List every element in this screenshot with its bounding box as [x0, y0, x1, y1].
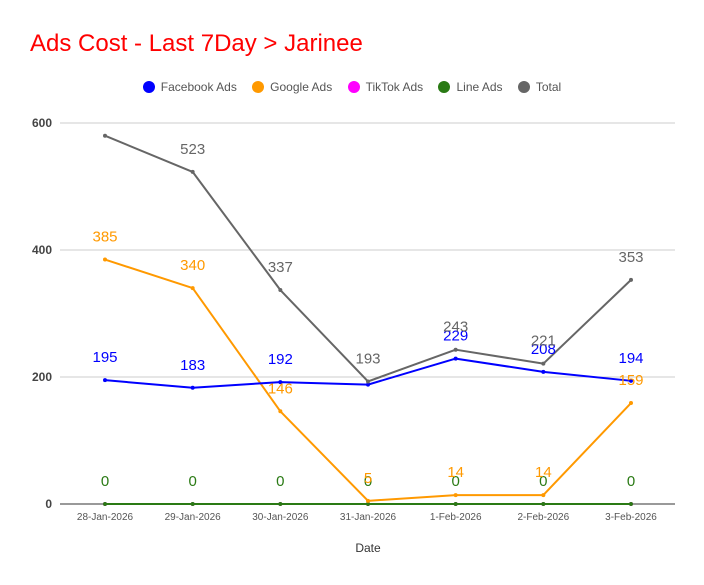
data-label: 0 — [276, 473, 284, 490]
data-point — [278, 288, 283, 293]
data-label: 0 — [188, 473, 196, 490]
data-point — [541, 369, 546, 374]
y-axis-ticks: 0 200 400 600 — [32, 116, 52, 511]
data-point — [541, 361, 546, 366]
x-axis-label: Date — [355, 541, 381, 555]
data-point — [453, 356, 458, 361]
x-axis-ticks: 28-Jan-2026 29-Jan-2026 30-Jan-2026 31-Jan-… — [77, 512, 657, 523]
data-point — [278, 380, 283, 385]
data-label: 14 — [447, 464, 464, 481]
data-label: 146 — [268, 380, 293, 397]
data-labels: 0 0 0 0 0 0 0 385 340 146 5 14 14 159 195 183 192 229 208 1… — [92, 141, 643, 490]
data-label: 0 — [101, 473, 109, 490]
data-point — [103, 133, 107, 138]
data-label: 5 — [364, 470, 372, 487]
x-tick-label: 3-Feb-2026 — [605, 512, 657, 523]
data-label: 14 — [535, 464, 552, 481]
legend-swatch — [252, 81, 265, 93]
data-point — [541, 502, 546, 506]
legend-swatch — [517, 81, 530, 93]
data-label: 385 — [92, 229, 117, 246]
data-label: 243 — [443, 319, 468, 336]
data-point — [103, 378, 107, 383]
series-lines — [103, 133, 633, 506]
data-point — [453, 502, 458, 506]
legend-swatch — [142, 81, 155, 93]
data-label: 337 — [268, 259, 293, 276]
data-point — [103, 502, 107, 506]
data-point — [453, 347, 458, 352]
data-label: 192 — [268, 351, 293, 368]
y-tick-label: 400 — [32, 243, 52, 257]
data-label: 195 — [92, 349, 117, 366]
data-point — [629, 277, 633, 282]
x-tick-label: 2-Feb-2026 — [517, 512, 569, 523]
data-point — [629, 502, 633, 506]
data-point — [366, 379, 370, 384]
chart-title: Ads Cost - Last 7Day > Jarinee — [30, 30, 363, 57]
data-point — [190, 502, 195, 506]
data-label: 353 — [618, 249, 643, 266]
data-label: 229 — [443, 328, 468, 345]
data-label: 0 — [364, 473, 372, 490]
data-point — [278, 409, 283, 414]
data-point — [103, 257, 107, 262]
data-label: 221 — [531, 333, 556, 350]
x-tick-label: 29-Jan-2026 — [165, 512, 222, 523]
data-point — [190, 385, 195, 390]
x-tick-label: 31-Jan-2026 — [340, 512, 397, 523]
data-point — [190, 286, 195, 291]
x-tick-label: 28-Jan-2026 — [77, 512, 134, 523]
legend-label: Facebook Ads — [160, 80, 237, 94]
data-label: 193 — [355, 350, 380, 367]
data-point — [541, 493, 546, 498]
data-point — [366, 502, 370, 506]
data-label: 183 — [180, 357, 205, 374]
data-label: 0 — [627, 473, 635, 490]
x-tick-label: 1-Feb-2026 — [430, 512, 482, 523]
y-tick-label: 0 — [45, 497, 52, 511]
legend-label: Google Ads — [270, 80, 333, 94]
data-point — [278, 502, 283, 506]
x-tick-label: 30-Jan-2026 — [252, 512, 309, 523]
data-label: 208 — [531, 341, 556, 358]
data-point — [366, 382, 370, 387]
chart-legend: Facebook Ads Google Ads TikTok Ads Line … — [0, 80, 704, 94]
data-label: 523 — [180, 141, 205, 158]
data-point — [190, 169, 195, 174]
legend-label: Line Ads — [456, 80, 503, 94]
data-label: 0 — [539, 473, 547, 490]
legend-swatch — [438, 81, 451, 93]
legend-label: TikTok Ads — [365, 80, 424, 94]
legend-item-facebook-ads[interactable]: Facebook Ads — [142, 80, 237, 94]
data-label: 0 — [451, 473, 459, 490]
data-label: 194 — [618, 350, 643, 367]
y-tick-label: 600 — [32, 116, 52, 130]
data-point — [366, 498, 370, 503]
legend-item-google-ads[interactable]: Google Ads — [252, 80, 332, 94]
gridlines — [60, 122, 675, 505]
legend-label: Total — [535, 80, 562, 94]
legend-item-line-ads[interactable]: Line Ads — [438, 80, 503, 94]
data-label: 340 — [180, 257, 205, 274]
data-point — [629, 378, 633, 383]
data-label: 159 — [618, 372, 643, 389]
legend-item-tiktok-ads[interactable]: TikTok Ads — [347, 80, 424, 94]
y-tick-label: 200 — [32, 370, 52, 384]
data-point — [453, 493, 458, 498]
legend-item-total[interactable]: Total — [517, 80, 562, 94]
data-point — [629, 401, 633, 406]
legend-swatch — [347, 81, 360, 93]
